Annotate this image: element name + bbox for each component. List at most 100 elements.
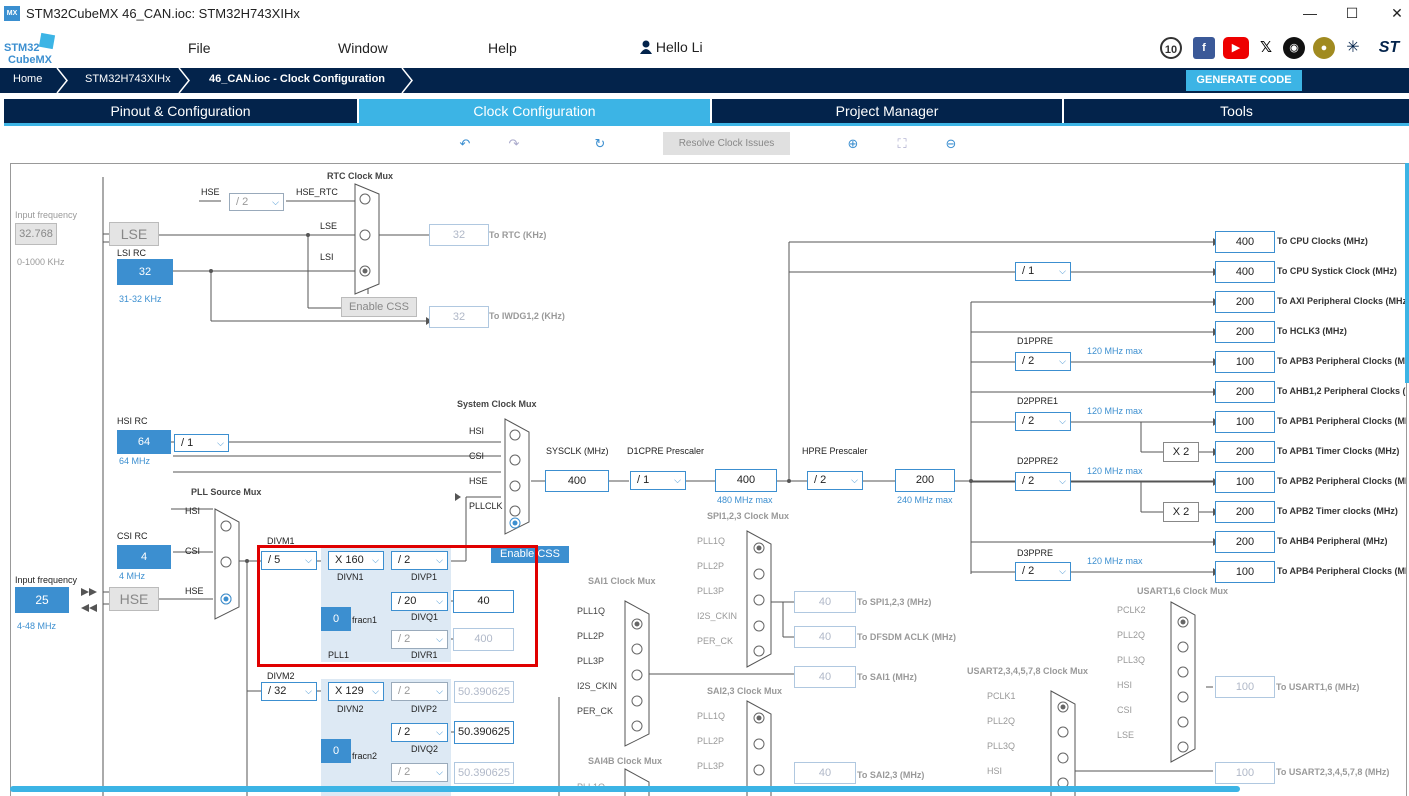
tab-project-manager[interactable]: Project Manager: [712, 99, 1062, 123]
divr1-select[interactable]: / 2 ⌵: [391, 630, 448, 649]
fracn1-value[interactable]: 0: [321, 607, 351, 631]
highlight-box: [257, 545, 538, 667]
iwdg-output[interactable]: 32: [429, 306, 489, 328]
github-icon[interactable]: ◉: [1283, 37, 1305, 59]
minimize-button[interactable]: —: [1303, 5, 1317, 21]
hsi-divider[interactable]: / 1 ⌵: [174, 434, 229, 452]
output-value[interactable]: 100: [1215, 411, 1275, 433]
d1-clock-value[interactable]: 400: [715, 469, 777, 492]
usart2-output[interactable]: 100: [1215, 762, 1275, 784]
spi-output[interactable]: 40: [794, 591, 856, 613]
close-button[interactable]: ✕: [1391, 5, 1403, 21]
x-icon[interactable]: 𝕏: [1255, 37, 1277, 59]
lse-source[interactable]: LSE: [109, 222, 159, 246]
usart16-in-hsi: HSI: [1117, 680, 1133, 690]
chevron-down-icon: ⌵: [372, 555, 379, 565]
divr2-output[interactable]: 50.390625: [454, 762, 514, 784]
output-value[interactable]: 200: [1215, 381, 1275, 403]
d2ppre1-select[interactable]: / 2 ⌵: [1015, 412, 1071, 431]
sysclk-value[interactable]: 400: [545, 470, 609, 492]
redo-icon[interactable]: ↷: [508, 136, 520, 151]
breadcrumb-home[interactable]: Home: [13, 73, 43, 85]
usart16-output[interactable]: 100: [1215, 676, 1275, 698]
logo-text-1: STM32: [4, 42, 39, 54]
output-value[interactable]: 200: [1215, 441, 1275, 463]
output-value[interactable]: 200: [1215, 501, 1275, 523]
divr1-output[interactable]: 400: [453, 628, 514, 651]
chevron-right-icon: [56, 68, 68, 93]
menu-help[interactable]: Help: [488, 40, 517, 56]
divm2-select[interactable]: / 32 ⌵: [261, 682, 317, 701]
systick-divider[interactable]: / 1 ⌵: [1015, 262, 1071, 281]
divq1-select[interactable]: / 20 ⌵: [391, 592, 448, 611]
tab-tools[interactable]: Tools: [1064, 99, 1409, 123]
maximize-button[interactable]: ☐: [1345, 5, 1359, 21]
hpre-prescaler[interactable]: / 2 ⌵: [807, 471, 863, 490]
st-logo-icon[interactable]: ST: [1372, 37, 1406, 59]
enable-css-button[interactable]: Enable CSS: [491, 546, 569, 563]
output-value[interactable]: 200: [1215, 321, 1275, 343]
refresh-icon[interactable]: ↻: [594, 136, 606, 151]
fracn2-value[interactable]: 0: [321, 739, 351, 763]
chevron-down-icon: ⌵: [1059, 416, 1066, 426]
dfsdm-output[interactable]: 40: [794, 626, 856, 648]
breadcrumb-mcu[interactable]: STM32H743XIHx: [85, 73, 171, 85]
output-label: To APB1 Peripheral Clocks (MHz): [1277, 416, 1407, 426]
breadcrumb-page[interactable]: 46_CAN.ioc - Clock Configuration: [209, 73, 386, 85]
divq1-output[interactable]: 40: [453, 590, 514, 613]
output-value[interactable]: 400: [1215, 261, 1275, 283]
hpre-output[interactable]: 200: [895, 469, 955, 492]
community-icon[interactable]: ●: [1313, 37, 1335, 59]
divn1-select[interactable]: X 160 ⌵: [328, 551, 384, 570]
generate-code-button[interactable]: GENERATE CODE: [1186, 70, 1302, 91]
enable-css-rtc-button[interactable]: Enable CSS: [341, 297, 417, 317]
menu-file[interactable]: File: [188, 40, 211, 56]
divp2-select[interactable]: / 2 ⌵: [391, 682, 448, 701]
user-menu[interactable]: Hello Li: [640, 38, 703, 55]
divq2-output[interactable]: 50.390625: [454, 721, 514, 744]
tab-clock[interactable]: Clock Configuration: [359, 99, 710, 123]
undo-icon[interactable]: ↶: [459, 136, 471, 151]
output-value[interactable]: 200: [1215, 291, 1275, 313]
hse-frequency-input[interactable]: 25: [15, 587, 69, 613]
zoom-in-icon[interactable]: ⊕: [847, 136, 859, 151]
divm1-select[interactable]: / 5 ⌵: [261, 551, 317, 570]
facebook-icon[interactable]: f: [1193, 37, 1215, 59]
divq2-label: DIVQ2: [411, 744, 439, 754]
d2ppre2-select[interactable]: / 2 ⌵: [1015, 472, 1071, 491]
divp2-output[interactable]: 50.390625: [454, 681, 514, 703]
output-value[interactable]: 400: [1215, 231, 1275, 253]
youtube-icon[interactable]: ▶: [1223, 37, 1249, 59]
zoom-out-icon[interactable]: ⊖: [945, 136, 957, 151]
divp1-select[interactable]: / 2 ⌵: [391, 551, 448, 570]
anniversary-icon[interactable]: 10: [1160, 37, 1182, 59]
rtc-output-label: To RTC (KHz): [489, 230, 547, 240]
vertical-scrollbar[interactable]: [1405, 163, 1409, 383]
divq2-select[interactable]: / 2 ⌵: [391, 723, 448, 742]
rtc-hse-divider[interactable]: / 2 ⌵: [229, 193, 284, 211]
divn2-select[interactable]: X 129 ⌵: [328, 682, 384, 701]
hse-source[interactable]: HSE: [109, 587, 159, 611]
d1cpre-value: / 1: [637, 474, 650, 486]
output-value[interactable]: 100: [1215, 561, 1275, 583]
divr2-select[interactable]: / 2 ⌵: [391, 763, 448, 782]
network-icon[interactable]: ✳: [1342, 37, 1364, 59]
output-value[interactable]: 100: [1215, 471, 1275, 493]
output-label: To APB2 Timer clocks (MHz): [1277, 506, 1398, 516]
fit-screen-icon[interactable]: ⛶: [897, 136, 907, 151]
output-value[interactable]: 100: [1215, 351, 1275, 373]
d3ppre-select[interactable]: / 2 ⌵: [1015, 562, 1071, 581]
sai1-output[interactable]: 40: [794, 666, 856, 688]
sai23-output[interactable]: 40: [794, 762, 856, 784]
d1cpre-prescaler[interactable]: / 1 ⌵: [630, 471, 686, 490]
horizontal-scrollbar[interactable]: [10, 786, 1240, 792]
apb1-timer-multiplier: X 2: [1163, 442, 1199, 462]
tab-pinout[interactable]: Pinout & Configuration: [4, 99, 357, 123]
output-value[interactable]: 200: [1215, 531, 1275, 553]
rtc-output[interactable]: 32: [429, 224, 489, 246]
resolve-clock-issues-button[interactable]: Resolve Clock Issues: [663, 132, 790, 155]
menu-window[interactable]: Window: [338, 40, 388, 56]
user-name: Hello Li: [655, 39, 703, 55]
d1ppre-select[interactable]: / 2 ⌵: [1015, 352, 1071, 371]
lse-frequency-input[interactable]: 32.768: [15, 223, 57, 245]
